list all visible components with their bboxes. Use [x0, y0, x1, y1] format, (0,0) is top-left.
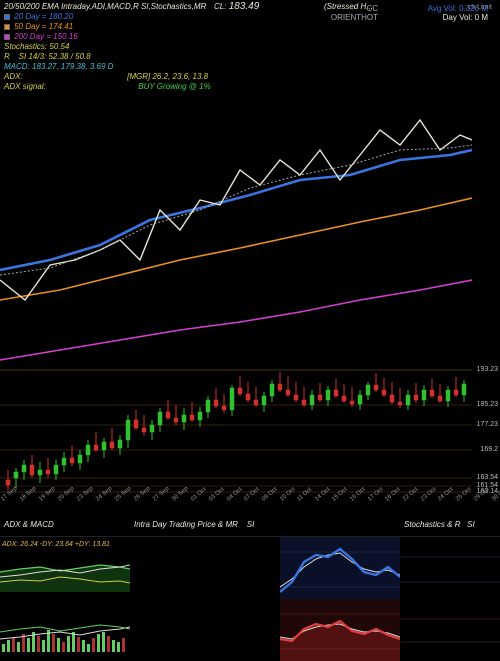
adx-signal: ADX signal: BUY Growing @ 1%	[4, 82, 496, 92]
intraday-panel	[130, 536, 280, 660]
ma20-label: 20 Day = 180.20	[14, 12, 73, 21]
chart-header: 20/50/200 EMA Intraday,ADI,MACD,R SI,Sto…	[4, 2, 496, 62]
macd-label: MACD: 183.27, 179.38, 3.69 D	[4, 62, 496, 72]
stoch-label: Stochastics: 50.54	[4, 42, 496, 52]
price-level: 185.23	[477, 401, 498, 408]
sub-title-intra: Intra Day Trading Price & MR SI	[130, 518, 280, 536]
rsi-right-panel	[400, 536, 500, 660]
adx-label: ADX: [MGR] 26.2, 23.6, 13.8	[4, 72, 496, 82]
price-level: 163.54	[477, 474, 498, 481]
subpanel-titles: ADX & MACD Intra Day Trading Price & MR …	[0, 518, 500, 536]
sub-title-stoch: Stochastics & R SI	[400, 518, 500, 536]
day-vol: Day Vol: 0 M	[428, 13, 488, 22]
ticker: CL: 183.49	[214, 2, 259, 12]
adx-macd-panel: ADX: 26.24 -DY: 23.64 +DY: 13.81	[0, 536, 130, 660]
ema-title: 20/50/200 EMA Intraday,ADI,MACD,R SI,Sto…	[4, 2, 206, 11]
ma50-label: 50 Day = 174.41	[14, 22, 73, 31]
svg-text:ADX: 26.24 -DY: 23.64 +DY:: ADX: 26.24 -DY: 23.64 +DY: 13.81	[1, 541, 110, 548]
volume-info: CC ORIENTHOT Avg Vol: 0.326 M Day Vol: 0…	[428, 4, 488, 22]
ma200-label: 200 Day = 150.16	[14, 32, 77, 41]
rsi-label: R SI 14/3: 52.38 / 50.8	[4, 52, 496, 62]
indicator-panels: ADX: 26.24 -DY: 23.64 +DY: 13.81 %K/%D	[0, 536, 500, 660]
sub-title-adx: ADX & MACD	[0, 518, 130, 536]
price-level: 193.23	[477, 366, 498, 373]
price-level: 169.2	[480, 446, 498, 453]
stochastics-panel: %K/%D	[280, 536, 400, 660]
date-axis: 17 Sep18 Sep19 Sep20 Sep23 Sep24 Sep25 S…	[0, 498, 472, 514]
price-level: 177.23	[477, 421, 498, 428]
